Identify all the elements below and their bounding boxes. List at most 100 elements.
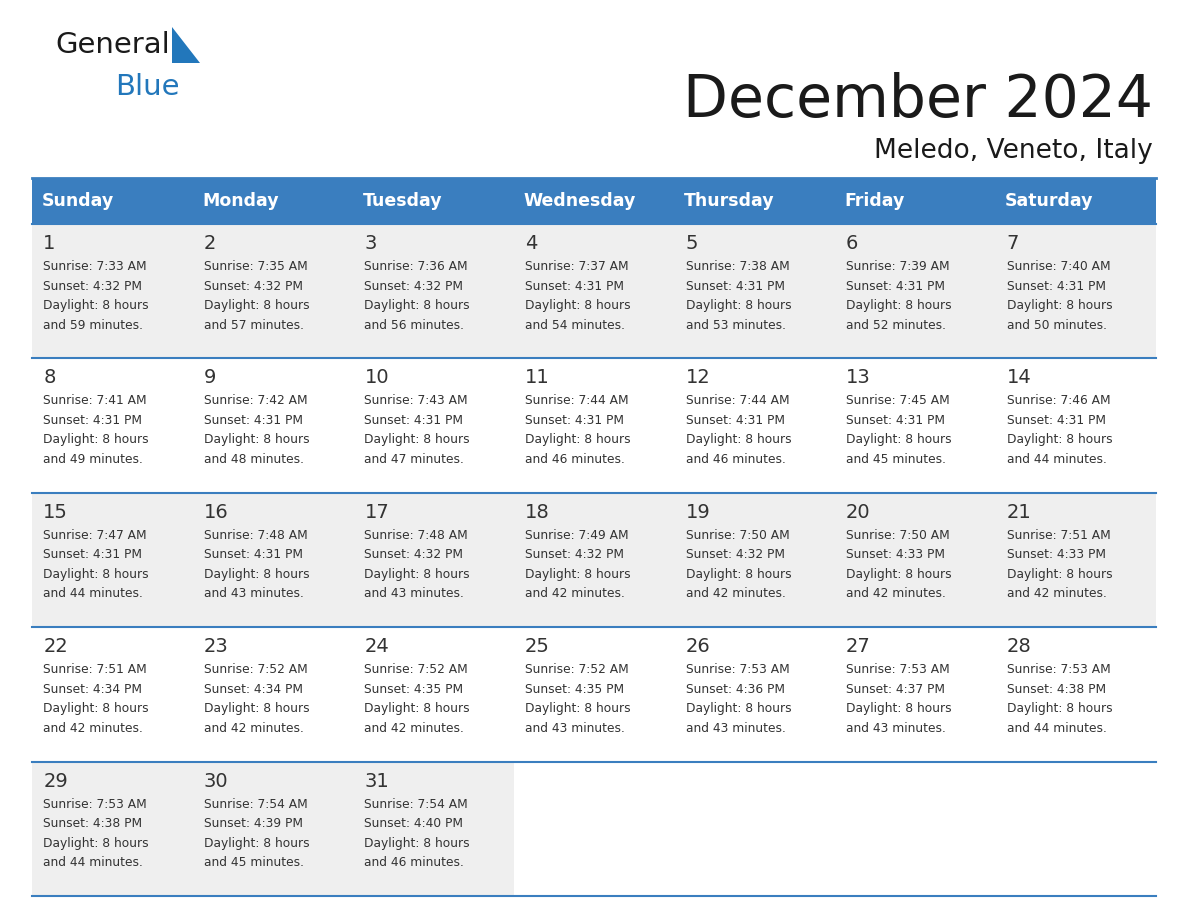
Text: 1: 1: [43, 234, 56, 253]
Text: 9: 9: [204, 368, 216, 387]
Text: Sunrise: 7:36 AM: Sunrise: 7:36 AM: [365, 260, 468, 273]
Text: and 43 minutes.: and 43 minutes.: [204, 588, 304, 600]
Bar: [675, 358, 835, 493]
Bar: [353, 493, 513, 627]
Text: Sunset: 4:37 PM: Sunset: 4:37 PM: [846, 683, 946, 696]
Text: Sunset: 4:32 PM: Sunset: 4:32 PM: [204, 279, 303, 293]
Text: Sunset: 4:31 PM: Sunset: 4:31 PM: [365, 414, 463, 427]
Text: Sunrise: 7:40 AM: Sunrise: 7:40 AM: [1006, 260, 1111, 273]
Text: Sunrise: 7:54 AM: Sunrise: 7:54 AM: [365, 798, 468, 811]
Text: 16: 16: [204, 503, 228, 521]
Text: and 45 minutes.: and 45 minutes.: [204, 856, 304, 869]
Text: 28: 28: [1006, 637, 1031, 656]
Bar: [32, 178, 192, 224]
Bar: [675, 493, 835, 627]
Text: and 42 minutes.: and 42 minutes.: [525, 588, 625, 600]
Text: Daylight: 8 hours: Daylight: 8 hours: [525, 433, 631, 446]
Text: Sunset: 4:31 PM: Sunset: 4:31 PM: [43, 414, 143, 427]
Text: Sunset: 4:35 PM: Sunset: 4:35 PM: [365, 683, 463, 696]
Polygon shape: [172, 27, 200, 63]
Text: Daylight: 8 hours: Daylight: 8 hours: [204, 836, 309, 849]
Text: Sunset: 4:31 PM: Sunset: 4:31 PM: [1006, 414, 1106, 427]
Text: 30: 30: [204, 772, 228, 790]
Text: Sunrise: 7:53 AM: Sunrise: 7:53 AM: [846, 663, 950, 677]
Text: Sunset: 4:31 PM: Sunset: 4:31 PM: [525, 414, 624, 427]
Bar: [32, 358, 192, 493]
Bar: [353, 762, 513, 896]
Text: Daylight: 8 hours: Daylight: 8 hours: [204, 568, 309, 581]
Text: 10: 10: [365, 368, 388, 387]
Text: Daylight: 8 hours: Daylight: 8 hours: [525, 568, 631, 581]
Text: Saturday: Saturday: [1005, 192, 1094, 210]
Text: Daylight: 8 hours: Daylight: 8 hours: [43, 433, 148, 446]
Bar: [192, 358, 353, 493]
Text: 19: 19: [685, 503, 710, 521]
Bar: [835, 762, 996, 896]
Text: and 42 minutes.: and 42 minutes.: [846, 588, 946, 600]
Text: Sunset: 4:39 PM: Sunset: 4:39 PM: [204, 817, 303, 830]
Text: and 45 minutes.: and 45 minutes.: [846, 453, 946, 466]
Text: Sunset: 4:33 PM: Sunset: 4:33 PM: [846, 548, 946, 561]
Bar: [513, 358, 675, 493]
Bar: [353, 627, 513, 762]
Bar: [675, 762, 835, 896]
Text: Blue: Blue: [115, 73, 179, 101]
Text: 31: 31: [365, 772, 390, 790]
Text: and 43 minutes.: and 43 minutes.: [846, 722, 946, 734]
Bar: [353, 358, 513, 493]
Text: Daylight: 8 hours: Daylight: 8 hours: [846, 299, 952, 312]
Text: 27: 27: [846, 637, 871, 656]
Text: 8: 8: [43, 368, 56, 387]
Text: Daylight: 8 hours: Daylight: 8 hours: [43, 702, 148, 715]
Text: and 42 minutes.: and 42 minutes.: [43, 722, 143, 734]
Bar: [996, 358, 1156, 493]
Text: 4: 4: [525, 234, 537, 253]
Text: 5: 5: [685, 234, 699, 253]
Text: Daylight: 8 hours: Daylight: 8 hours: [1006, 299, 1112, 312]
Text: 12: 12: [685, 368, 710, 387]
Text: Sunset: 4:31 PM: Sunset: 4:31 PM: [1006, 279, 1106, 293]
Text: Sunset: 4:33 PM: Sunset: 4:33 PM: [1006, 548, 1106, 561]
Text: Sunset: 4:38 PM: Sunset: 4:38 PM: [1006, 683, 1106, 696]
Text: Tuesday: Tuesday: [362, 192, 442, 210]
Text: Wednesday: Wednesday: [524, 192, 636, 210]
Text: Daylight: 8 hours: Daylight: 8 hours: [204, 299, 309, 312]
Text: Daylight: 8 hours: Daylight: 8 hours: [43, 299, 148, 312]
Bar: [513, 493, 675, 627]
Text: Sunset: 4:34 PM: Sunset: 4:34 PM: [43, 683, 143, 696]
Text: Sunrise: 7:47 AM: Sunrise: 7:47 AM: [43, 529, 147, 542]
Text: and 49 minutes.: and 49 minutes.: [43, 453, 143, 466]
Text: Daylight: 8 hours: Daylight: 8 hours: [365, 568, 470, 581]
Text: 23: 23: [204, 637, 228, 656]
Text: Sunrise: 7:53 AM: Sunrise: 7:53 AM: [1006, 663, 1111, 677]
Text: 22: 22: [43, 637, 68, 656]
Bar: [513, 224, 675, 358]
Text: and 46 minutes.: and 46 minutes.: [525, 453, 625, 466]
Bar: [192, 493, 353, 627]
Text: General: General: [55, 31, 170, 59]
Text: Daylight: 8 hours: Daylight: 8 hours: [365, 702, 470, 715]
Text: and 47 minutes.: and 47 minutes.: [365, 453, 465, 466]
Text: Sunrise: 7:52 AM: Sunrise: 7:52 AM: [525, 663, 628, 677]
Text: and 44 minutes.: and 44 minutes.: [43, 588, 143, 600]
Text: Daylight: 8 hours: Daylight: 8 hours: [685, 702, 791, 715]
Text: Sunrise: 7:51 AM: Sunrise: 7:51 AM: [43, 663, 147, 677]
Text: Sunset: 4:32 PM: Sunset: 4:32 PM: [365, 548, 463, 561]
Bar: [32, 762, 192, 896]
Text: Daylight: 8 hours: Daylight: 8 hours: [365, 433, 470, 446]
Text: Sunrise: 7:42 AM: Sunrise: 7:42 AM: [204, 395, 308, 408]
Text: 24: 24: [365, 637, 390, 656]
Bar: [996, 224, 1156, 358]
Text: Sunrise: 7:48 AM: Sunrise: 7:48 AM: [365, 529, 468, 542]
Text: Sunset: 4:40 PM: Sunset: 4:40 PM: [365, 817, 463, 830]
Text: Sunset: 4:32 PM: Sunset: 4:32 PM: [43, 279, 143, 293]
Text: and 44 minutes.: and 44 minutes.: [43, 856, 143, 869]
Text: and 59 minutes.: and 59 minutes.: [43, 319, 144, 331]
Text: Sunset: 4:31 PM: Sunset: 4:31 PM: [204, 414, 303, 427]
Bar: [192, 178, 353, 224]
Text: Daylight: 8 hours: Daylight: 8 hours: [525, 702, 631, 715]
Text: Sunrise: 7:39 AM: Sunrise: 7:39 AM: [846, 260, 949, 273]
Text: Sunset: 4:31 PM: Sunset: 4:31 PM: [685, 279, 784, 293]
Text: Sunset: 4:31 PM: Sunset: 4:31 PM: [43, 548, 143, 561]
Bar: [675, 627, 835, 762]
